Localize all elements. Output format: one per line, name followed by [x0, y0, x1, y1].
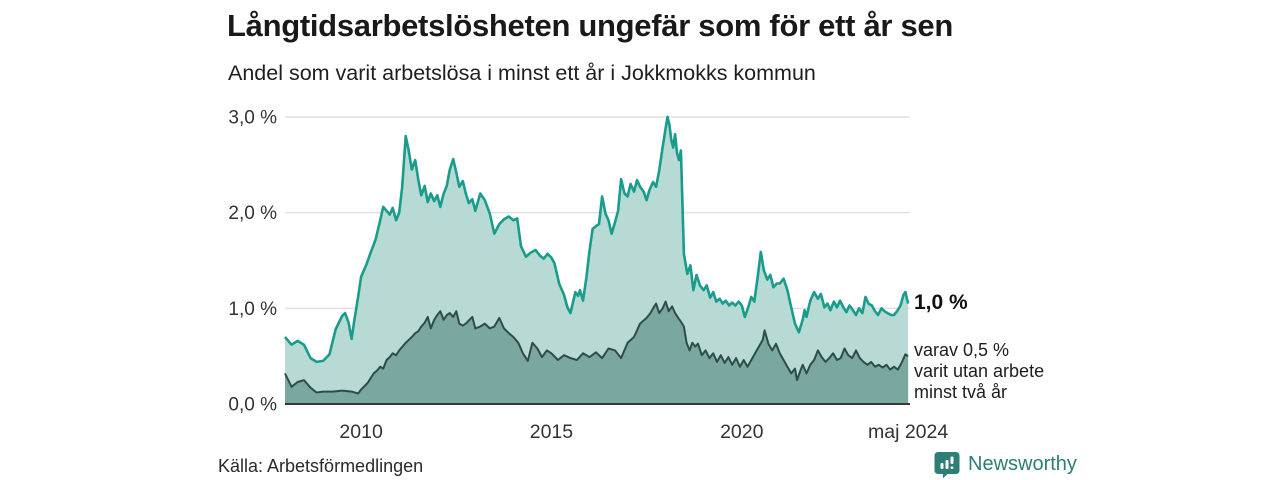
x-axis-label: 2010 — [339, 421, 383, 443]
newsworthy-logo-icon — [934, 452, 960, 478]
area-fill-series-2 — [285, 301, 909, 404]
y-axis-label: 3,0 % — [228, 108, 277, 129]
x-axis-label: 2015 — [530, 421, 574, 443]
latest-value-label: 1,0 % — [914, 291, 968, 314]
second-series-annotation: varav 0,5 % varit utan arbete minst två … — [914, 340, 1045, 402]
newsworthy-logo: Newsworthy — [933, 450, 1077, 478]
chart-title: Långtidsarbetslösheten ungefär som för e… — [227, 8, 954, 43]
x-axis-label: maj 2024 — [868, 421, 948, 443]
y-axis-label: 0,0 % — [228, 395, 277, 416]
source-note: Källa: Arbetsförmedlingen — [218, 456, 424, 476]
area-line-series-2 — [284, 300, 909, 395]
y-axis-label: 2,0 % — [228, 203, 277, 224]
area-line-series-1 — [284, 115, 910, 364]
chart-subtitle: Andel som varit arbetslösa i minst ett å… — [228, 61, 816, 85]
newsworthy-logo-text: Newsworthy — [968, 452, 1077, 475]
y-axis-label: 1,0 % — [228, 299, 277, 320]
x-axis-label: 2020 — [720, 421, 764, 443]
